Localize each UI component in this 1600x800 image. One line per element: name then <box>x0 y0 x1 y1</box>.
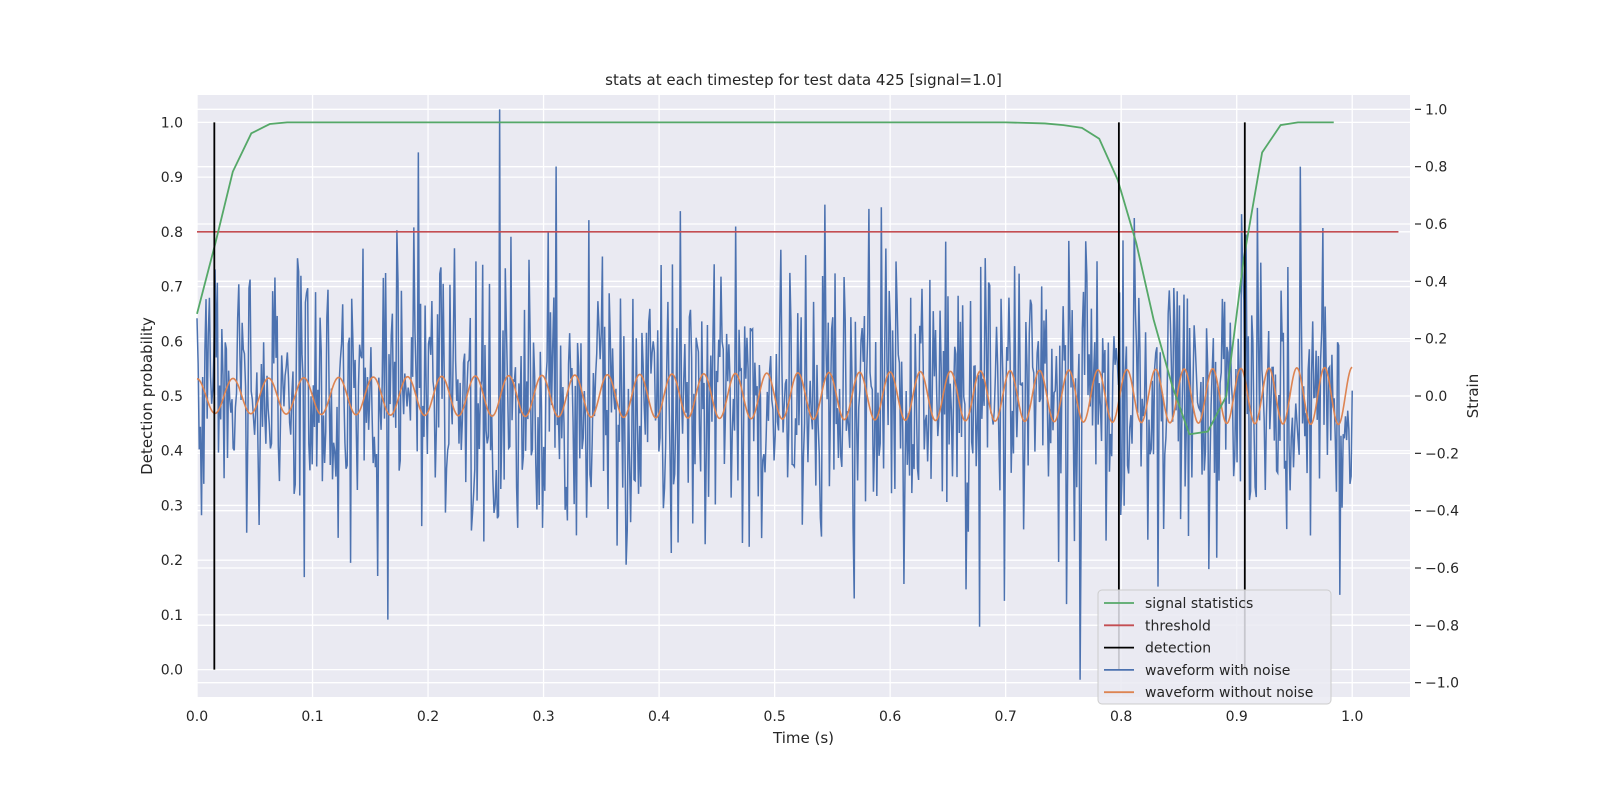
y-tick-label-left: 0.4 <box>161 444 183 460</box>
y-tick-label-right: 0.8 <box>1425 160 1447 176</box>
x-tick-label: 0.0 <box>186 709 208 725</box>
x-tick-label: 0.8 <box>1110 709 1132 725</box>
y-tick-label-right: −0.2 <box>1425 446 1459 462</box>
legend-entry: signal statistics <box>1145 596 1253 612</box>
legend-box <box>1097 589 1332 705</box>
y-tick-label-right: −0.6 <box>1425 561 1459 577</box>
y-axis-label-right: Strain <box>1464 374 1482 418</box>
y-tick-label-right: 0.0 <box>1425 389 1447 405</box>
axes: 0.0 0.1 0.2 0.3 0.4 0.5 0.6 0.7 0.8 0.9 1.0 0.0 0.1 0… <box>161 102 1459 725</box>
x-tick-label: 0.2 <box>417 709 439 725</box>
legend-entry: detection <box>1145 641 1211 657</box>
series-signal-statistics <box>196 121 1334 436</box>
y-axis-label-left: Detection probability <box>138 317 156 475</box>
y-tick-label-left: 0.5 <box>161 389 183 405</box>
x-tick-label: 0.6 <box>879 709 901 725</box>
legend-entry: threshold <box>1145 618 1211 634</box>
y-tick-label-left: 0.0 <box>161 663 183 679</box>
y-tick-label-right: −1.0 <box>1425 676 1459 692</box>
x-tick-label: 0.4 <box>648 709 670 725</box>
y-tick-label-left: 0.3 <box>161 498 183 514</box>
x-tick-label: 0.9 <box>1226 709 1248 725</box>
x-tick-label: 0.3 <box>532 709 554 725</box>
legend: signal statistics threshold detection wavef… <box>1097 589 1332 705</box>
series-layer <box>196 109 1399 680</box>
y-tick-label-left: 0.2 <box>161 553 183 569</box>
y-tick-label-left: 0.1 <box>161 608 183 624</box>
y-tick-label-right: 0.6 <box>1425 217 1447 233</box>
series-waveform-with-noise <box>196 109 1353 680</box>
x-tick-label: 0.1 <box>301 709 323 725</box>
legend-entry: waveform with noise <box>1145 663 1290 679</box>
y-tick-label-left: 0.6 <box>161 334 183 350</box>
y-tick-label-right: −0.8 <box>1425 618 1459 634</box>
y-tick-label-right: 1.0 <box>1425 102 1447 118</box>
y-tick-label-right: 0.4 <box>1425 274 1447 290</box>
x-axis-label: Time (s) <box>772 729 834 747</box>
y-tick-label-right: −0.4 <box>1425 504 1459 520</box>
x-tick-label: 0.7 <box>995 709 1017 725</box>
series-waveform-without-noise <box>196 366 1353 426</box>
y-tick-label-left: 0.8 <box>161 225 183 241</box>
y-tick-label-left: 0.7 <box>161 280 183 296</box>
chart-title: stats at each timestep for test data 425… <box>605 71 1002 89</box>
y-tick-label-right: 0.2 <box>1425 332 1447 348</box>
x-tick-label: 1.0 <box>1341 709 1363 725</box>
y-tick-label-left: 1.0 <box>161 115 183 131</box>
legend-entry: waveform without noise <box>1145 685 1313 701</box>
x-tick-label: 0.5 <box>763 709 785 725</box>
y-tick-label-left: 0.9 <box>161 170 183 186</box>
